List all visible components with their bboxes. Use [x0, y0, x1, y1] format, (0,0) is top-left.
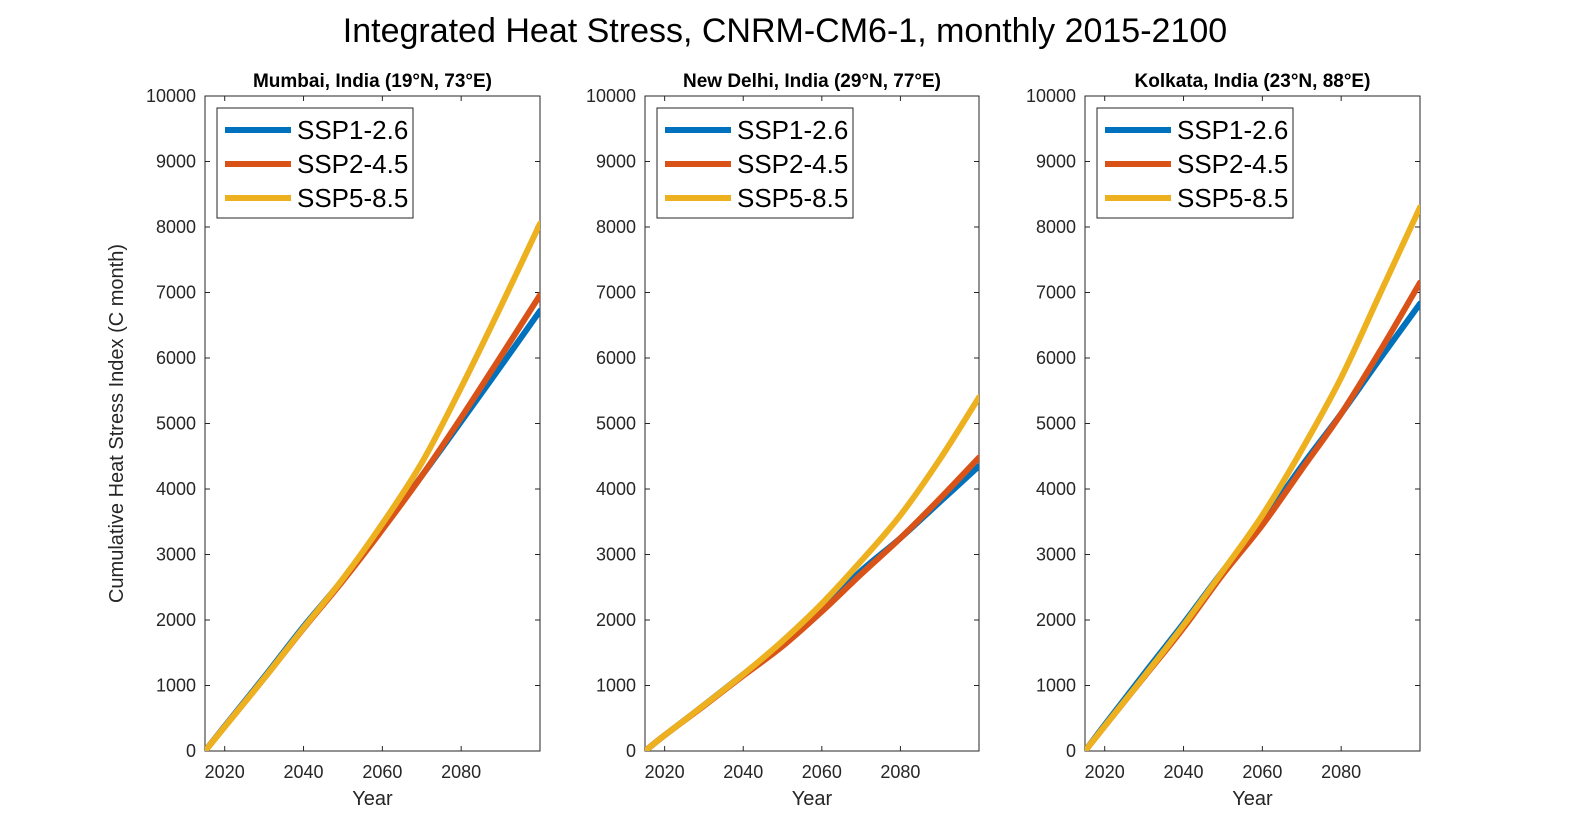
panel-title: Kolkata, India (23°N, 88°E) — [1135, 71, 1371, 92]
y-tick-label: 8000 — [156, 217, 196, 237]
y-tick-label: 2000 — [596, 610, 636, 630]
legend: SSP1-2.6 SSP2-4.5 SSP5-8.5 — [1096, 107, 1294, 219]
series-line-ssp5-8-5 — [205, 220, 540, 751]
legend-label: SSP2-4.5 — [1177, 149, 1288, 179]
legend-label: SSP5-8.5 — [737, 183, 848, 213]
y-tick-label: 10000 — [146, 86, 196, 106]
y-tick-label: 9000 — [596, 152, 636, 172]
legend-label: SSP1-2.6 — [1177, 115, 1288, 145]
series-group — [205, 220, 540, 751]
y-tick-label: 7000 — [156, 283, 196, 303]
x-tick-label: 2020 — [205, 762, 245, 782]
y-tick-label: 5000 — [1036, 414, 1076, 434]
legend-label: SSP5-8.5 — [297, 183, 408, 213]
y-tick-label: 5000 — [156, 414, 196, 434]
y-tick-label: 7000 — [596, 283, 636, 303]
y-tick-label: 9000 — [156, 152, 196, 172]
series-line-ssp5-8-5 — [1085, 204, 1420, 751]
y-tick-label: 8000 — [596, 217, 636, 237]
y-tick-label: 1000 — [1036, 676, 1076, 696]
x-tick-label: 2080 — [880, 762, 920, 782]
legend-label: SSP1-2.6 — [737, 115, 848, 145]
y-tick-label: 2000 — [1036, 610, 1076, 630]
y-tick-label: 9000 — [1036, 152, 1076, 172]
x-axis-label: Year — [792, 788, 833, 810]
y-tick-label: 4000 — [596, 479, 636, 499]
series-line-ssp5-8-5 — [645, 394, 979, 751]
panel-title: Mumbai, India (19°N, 73°E) — [253, 71, 492, 92]
y-tick-label: 10000 — [586, 86, 636, 106]
legend: SSP1-2.6 SSP2-4.5 SSP5-8.5 — [656, 107, 854, 219]
x-tick-label: 2040 — [1164, 762, 1204, 782]
x-axis-label: Year — [352, 788, 393, 810]
y-tick-label: 3000 — [596, 545, 636, 565]
x-tick-label: 2060 — [362, 762, 402, 782]
y-tick-label: 0 — [626, 741, 636, 761]
x-tick-label: 2020 — [1085, 762, 1125, 782]
panel-title: New Delhi, India (29°N, 77°E) — [683, 71, 941, 92]
y-tick-label: 6000 — [1036, 348, 1076, 368]
panel-1: 0 1000 2000 3000 4000 5000 6000 7000 8000 9000 100… — [106, 71, 541, 810]
x-tick-label: 2080 — [1321, 762, 1361, 782]
y-tick-label: 3000 — [156, 545, 196, 565]
panel-2: 0 1000 2000 3000 4000 5000 6000 7000 8000 9000 100… — [586, 71, 980, 810]
y-tick-label: 6000 — [596, 348, 636, 368]
y-axis-label: Cumulative Heat Stress Index (C month) — [106, 244, 128, 603]
y-tick-label: 4000 — [1036, 479, 1076, 499]
legend: SSP1-2.6 SSP2-4.5 SSP5-8.5 — [216, 107, 414, 219]
x-axis-label: Year — [1232, 788, 1273, 810]
x-tick-label: 2040 — [284, 762, 324, 782]
y-tick-label: 1000 — [596, 676, 636, 696]
y-tick-label: 5000 — [596, 414, 636, 434]
legend-label: SSP5-8.5 — [1177, 183, 1288, 213]
x-tick-label: 2040 — [723, 762, 763, 782]
x-tick-label: 2060 — [802, 762, 842, 782]
y-tick-label: 1000 — [156, 676, 196, 696]
figure-title: Integrated Heat Stress, CNRM-CM6-1, mont… — [342, 12, 1228, 50]
y-tick-label: 10000 — [1026, 86, 1076, 106]
y-tick-label: 2000 — [156, 610, 196, 630]
panel-3: 0 1000 2000 3000 4000 5000 6000 7000 8000 9000 100… — [1026, 71, 1421, 810]
y-tick-label: 7000 — [1036, 283, 1076, 303]
y-tick-label: 0 — [186, 741, 196, 761]
y-tick-label: 6000 — [156, 348, 196, 368]
legend-label: SSP1-2.6 — [297, 115, 408, 145]
series-group — [645, 394, 979, 751]
x-tick-label: 2020 — [645, 762, 685, 782]
series-group — [1085, 204, 1420, 751]
y-tick-label: 4000 — [156, 479, 196, 499]
x-tick-label: 2060 — [1242, 762, 1282, 782]
y-tick-label: 3000 — [1036, 545, 1076, 565]
y-tick-label: 0 — [1066, 741, 1076, 761]
legend-label: SSP2-4.5 — [737, 149, 848, 179]
x-tick-label: 2080 — [441, 762, 481, 782]
y-tick-label: 8000 — [1036, 217, 1076, 237]
legend-label: SSP2-4.5 — [297, 149, 408, 179]
